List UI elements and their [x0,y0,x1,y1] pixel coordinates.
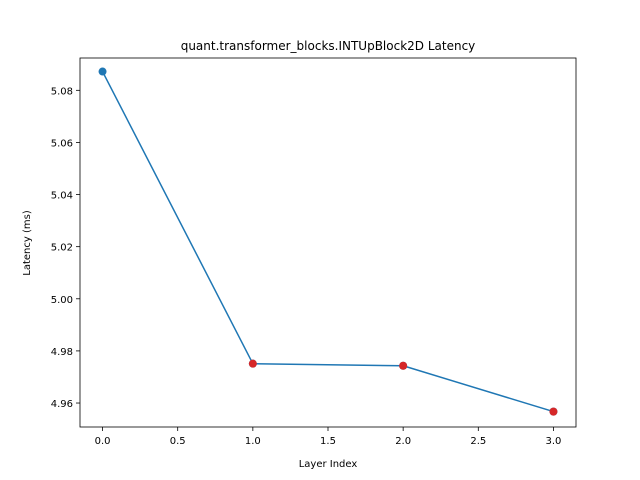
y-tick-label: 4.96 [51,399,73,410]
y-tick-label: 5.00 [51,295,73,306]
x-tick-label: 0.0 [95,436,111,447]
data-point [98,67,107,76]
y-tick-label: 5.08 [51,86,73,97]
x-axis-label: Layer Index [299,459,358,470]
y-tick-label: 5.04 [51,191,73,202]
highlighted-point [549,407,558,416]
chart-title: quant.transformer_blocks.INTUpBlock2D La… [181,39,476,53]
highlighted-point [399,361,408,370]
series-line [101,70,555,413]
x-tick-label: 1.5 [320,436,336,447]
x-tick-label: 3.0 [546,436,562,447]
x-tick-label: 1.0 [245,436,261,447]
x-tick-label: 0.5 [170,436,186,447]
y-axis-label: Latency (ms) [22,210,33,276]
axes-frame [79,57,577,428]
y-tick-label: 5.06 [51,138,73,149]
x-tick-label: 2.0 [395,436,411,447]
x-tick-label: 2.5 [470,436,486,447]
y-tick-label: 4.98 [51,347,73,358]
highlighted-point [248,359,257,368]
y-tick-label: 5.02 [51,243,73,254]
plot-area: 0.0 0.5 1.0 1.5 2.0 2.5 3.0 4.96 4.98 5.00 5.02 5.0… [51,57,577,447]
